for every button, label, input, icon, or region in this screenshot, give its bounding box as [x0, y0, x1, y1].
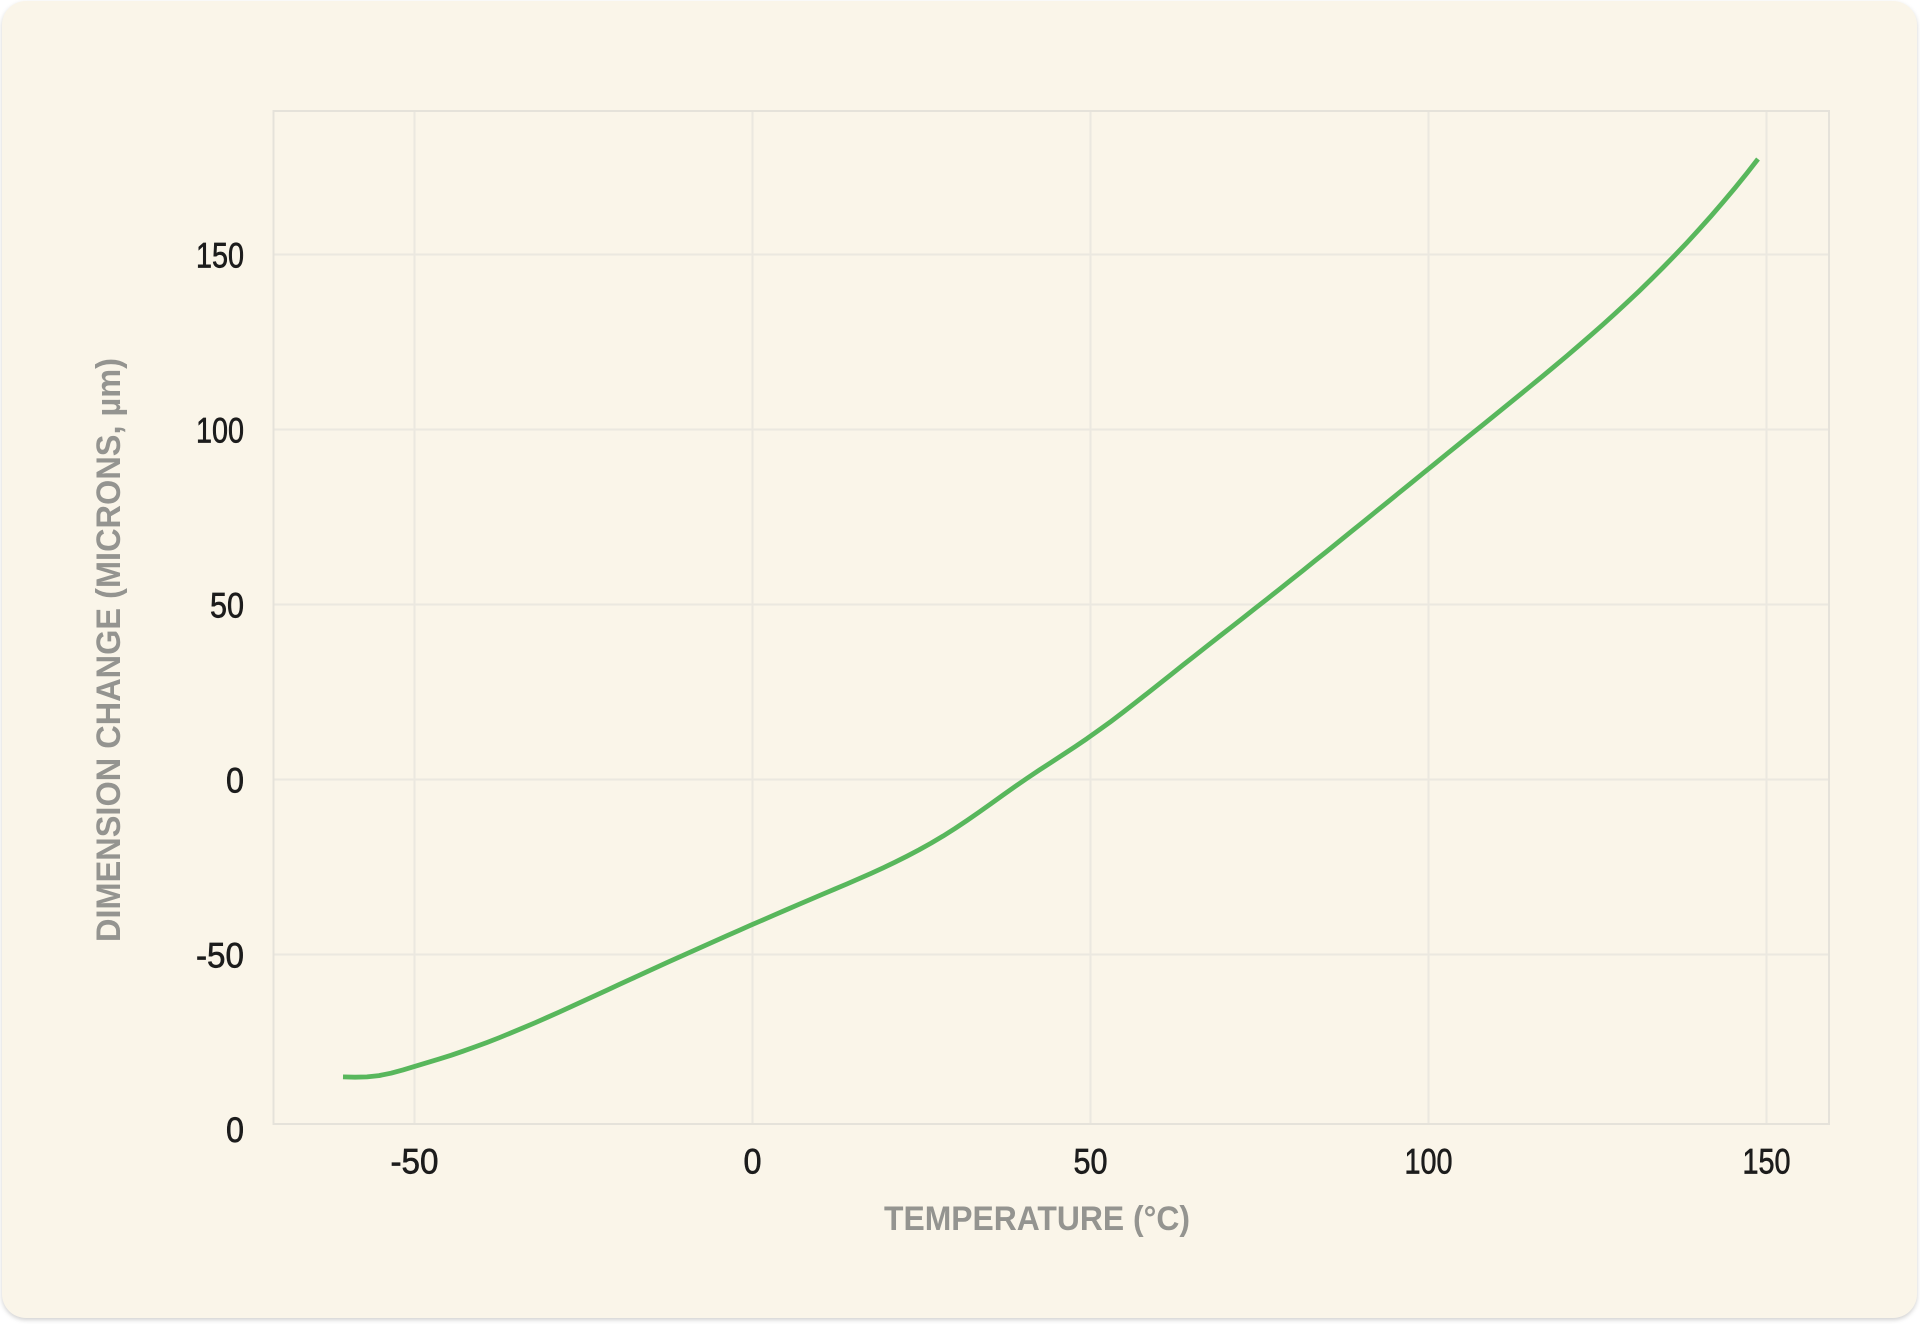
- svg-text:0: 0: [744, 1143, 762, 1182]
- svg-text:50: 50: [1074, 1143, 1108, 1182]
- svg-text:TEMPERATURE (°C): TEMPERATURE (°C): [884, 1200, 1190, 1238]
- svg-text:50: 50: [210, 586, 244, 625]
- svg-text:100: 100: [1405, 1143, 1453, 1182]
- svg-text:-50: -50: [391, 1143, 439, 1182]
- svg-text:100: 100: [196, 411, 244, 450]
- svg-text:150: 150: [1743, 1143, 1791, 1182]
- svg-text:0: 0: [226, 1111, 244, 1150]
- svg-text:-50: -50: [196, 936, 244, 975]
- svg-text:150: 150: [196, 236, 244, 275]
- svg-text:DIMENSION CHANGE (MICRONS, µm): DIMENSION CHANGE (MICRONS, µm): [90, 358, 128, 942]
- svg-text:0: 0: [226, 761, 244, 800]
